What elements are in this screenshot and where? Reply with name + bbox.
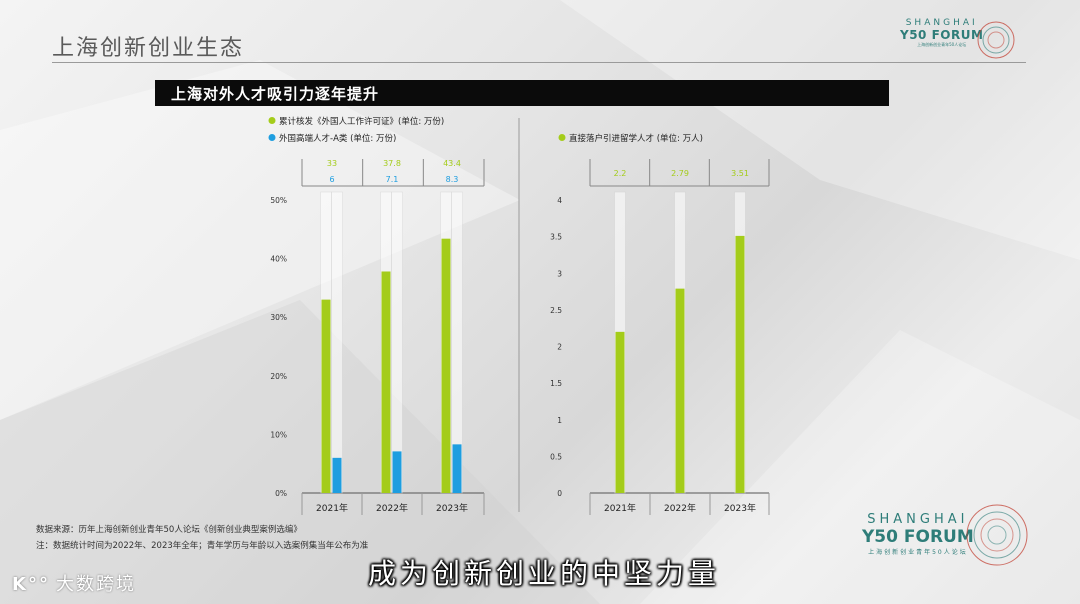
logo-line3: 上海创新创业青年50人论坛 [868,549,968,556]
legend-label: 累计核发《外国人工作许可证》(单位: 万份) [279,116,444,127]
logo-line3: 上海创新创业青年50人论坛 [917,42,967,47]
logo-line1: SHANGHAI [867,512,969,527]
y-tick-label: 1.5 [550,379,562,388]
logo-line2: Y50 FORUM [862,527,974,547]
watermark: K°° 大数跨境 [12,570,136,596]
y-tick-label: 3 [557,269,562,278]
bar [675,288,685,493]
x-tick-label: 2023年 [436,502,468,514]
y-tick-label: 0% [275,489,287,498]
y50-forum-logo-bottom: SHANGHAI Y50 FORUM 上海创新创业青年50人论坛 [862,512,974,556]
banner-title: 上海对外人才吸引力逐年提升 [171,85,380,103]
note-text: 注：数据统计时间为2022年、2023年全年；青年学历与年龄以入选案例集当年公布… [36,541,369,551]
y-tick-label: 4 [557,196,562,205]
y-tick-label: 2 [557,343,562,352]
y-tick-label: 30% [270,313,287,322]
section-banner: 上海对外人才吸引力逐年提升 [155,80,889,106]
x-tick-label: 2022年 [664,502,696,514]
x-tick-label: 2023年 [724,502,756,514]
data-label: 8.3 [446,175,459,184]
y-tick-label: 1 [557,416,562,425]
y-tick-label: 50% [270,196,287,205]
y-tick-label: 20% [270,372,287,381]
logo-line1: SHANGHAI [905,18,978,28]
y-tick-label: 3.5 [550,233,562,242]
data-label: 6 [329,175,334,184]
kuajing-logo-icon: K°° [12,574,50,595]
legend-label: 直接落户引进留学人才 (单位: 万人) [569,133,703,144]
bar [381,271,391,493]
video-caption: 成为创新创业的中坚力量 [368,557,721,590]
value-header [589,159,770,187]
y-tick-label: 0.5 [550,452,562,461]
bar [441,238,451,493]
y-tick-label: 40% [270,255,287,264]
title-divider [52,62,1026,63]
y50-forum-logo-top: SHANGHAI Y50 FORUM 上海创新创业青年50人论坛 [900,18,983,48]
legend-swatch [268,117,276,124]
y-tick-label: 2.5 [550,306,562,315]
legend-swatch [558,134,566,141]
bar [452,444,462,493]
bar [615,331,625,493]
watermark-text: 大数跨境 [55,574,136,595]
data-label: 2.2 [614,169,627,178]
data-label: 43.4 [443,159,461,168]
bar [735,235,745,493]
x-tick-label: 2022年 [376,502,408,514]
data-label: 7.1 [386,175,399,184]
bar [332,457,342,493]
data-label: 33 [327,159,337,168]
legend-label: 外国高端人才-A类 (单位: 万份) [279,133,396,144]
source-text: 数据来源：历年上海创新创业青年50人论坛《创新创业典型案例选编》 [36,525,302,535]
x-tick-label: 2021年 [316,502,348,514]
bar-track [391,191,403,494]
source-notes: 数据来源：历年上海创新创业青年50人论坛《创新创业典型案例选编》 注：数据统计时… [36,522,368,554]
y-tick-label: 10% [270,430,287,439]
data-label: 2.79 [671,169,689,178]
legend-swatch [268,134,276,141]
bar-track [331,191,343,494]
x-tick-label: 2021年 [604,502,636,514]
y-tick-label: 0 [557,489,562,498]
bar [392,451,402,493]
value-header [301,159,485,187]
bar [321,299,331,493]
data-label: 37.8 [383,159,401,168]
data-label: 3.51 [731,169,749,178]
logo-line2: Y50 FORUM [900,28,984,42]
page-title: 上海创新创业生态 [52,36,245,61]
